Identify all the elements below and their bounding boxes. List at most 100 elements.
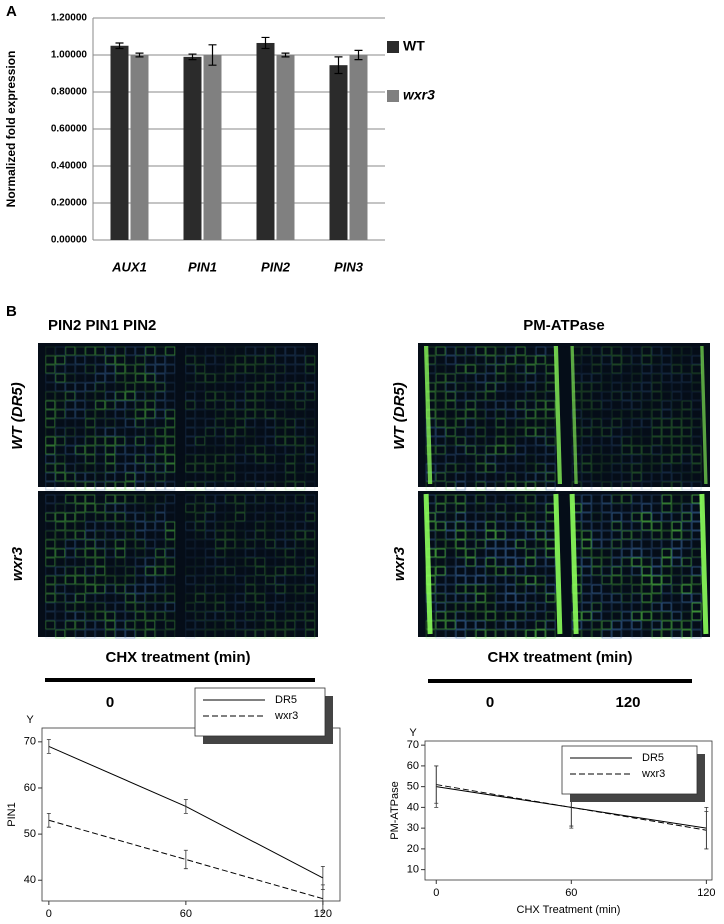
- cell: [225, 445, 236, 455]
- cell: [525, 557, 536, 567]
- x-tick-label: 0: [433, 887, 439, 899]
- cell: [661, 512, 672, 522]
- cell: [671, 584, 682, 594]
- cell: [601, 427, 612, 437]
- legend-label: wxr3: [274, 710, 298, 722]
- cell: [465, 454, 476, 464]
- cell: [591, 629, 602, 639]
- cell: [95, 418, 106, 428]
- cell: [45, 454, 56, 464]
- cell: [205, 445, 216, 455]
- cell: [661, 400, 672, 410]
- cell: [75, 436, 86, 446]
- cell: [641, 503, 652, 513]
- cell: [145, 463, 156, 473]
- cell: [205, 512, 216, 522]
- cell: [591, 400, 602, 410]
- cell: [235, 521, 246, 531]
- cell: [65, 418, 76, 428]
- cell: [515, 382, 526, 392]
- cell: [145, 539, 156, 549]
- cell: [115, 382, 126, 392]
- cell: [305, 418, 316, 428]
- cell: [165, 364, 176, 374]
- cell: [95, 494, 106, 504]
- cell: [295, 602, 306, 612]
- cell: [185, 548, 196, 558]
- cell: [275, 409, 286, 419]
- cell: [465, 418, 476, 428]
- cell: [475, 427, 486, 437]
- cell: [601, 400, 612, 410]
- cell: [65, 548, 76, 558]
- cell: [505, 409, 516, 419]
- cell: [145, 584, 156, 594]
- cell: [265, 364, 276, 374]
- cell: [485, 364, 496, 374]
- cell: [495, 400, 506, 410]
- cell: [681, 566, 692, 576]
- cell: [525, 454, 536, 464]
- cell: [125, 593, 136, 603]
- cell: [525, 427, 536, 437]
- cell: [545, 454, 556, 464]
- cell: [255, 494, 266, 504]
- cell: [195, 593, 206, 603]
- cell: [145, 346, 156, 356]
- cell: [285, 463, 296, 473]
- cell: [495, 481, 506, 491]
- cell: [75, 391, 86, 401]
- cell: [115, 530, 126, 540]
- cell: [65, 620, 76, 630]
- cell: [195, 521, 206, 531]
- error-bar: [704, 811, 709, 850]
- cell: [265, 620, 276, 630]
- cell: [275, 355, 286, 365]
- cell: [135, 364, 146, 374]
- cell: [515, 418, 526, 428]
- cell: [225, 629, 236, 639]
- cell: [135, 557, 146, 567]
- cell: [505, 400, 516, 410]
- cell: [295, 355, 306, 365]
- cell: [691, 427, 702, 437]
- cell: [65, 472, 76, 482]
- x-tick-label: 0: [46, 908, 52, 920]
- cell: [145, 418, 156, 428]
- cell: [651, 503, 662, 513]
- cell: [505, 611, 516, 621]
- cell: [535, 494, 546, 504]
- cell: [235, 409, 246, 419]
- cell: [125, 557, 136, 567]
- cell: [265, 548, 276, 558]
- cell: [505, 593, 516, 603]
- cell: [445, 602, 456, 612]
- cell: [495, 602, 506, 612]
- cell: [285, 602, 296, 612]
- cell: [465, 620, 476, 630]
- cell: [75, 548, 86, 558]
- cell: [651, 530, 662, 540]
- cell: [435, 530, 446, 540]
- cell: [115, 445, 126, 455]
- cell: [681, 620, 692, 630]
- cell: [611, 427, 622, 437]
- cell: [535, 620, 546, 630]
- cell: [135, 521, 146, 531]
- cell: [485, 566, 496, 576]
- cell: [305, 602, 316, 612]
- cell: [691, 620, 702, 630]
- cell: [535, 364, 546, 374]
- cell: [85, 409, 96, 419]
- cell: [581, 355, 592, 365]
- cell: [155, 566, 166, 576]
- cell: [165, 463, 176, 473]
- cell: [611, 445, 622, 455]
- cell: [671, 373, 682, 383]
- cell: [135, 355, 146, 365]
- cell: [105, 400, 116, 410]
- cell: [285, 355, 296, 365]
- cell: [215, 629, 226, 639]
- cell: [105, 427, 116, 437]
- cell: [195, 373, 206, 383]
